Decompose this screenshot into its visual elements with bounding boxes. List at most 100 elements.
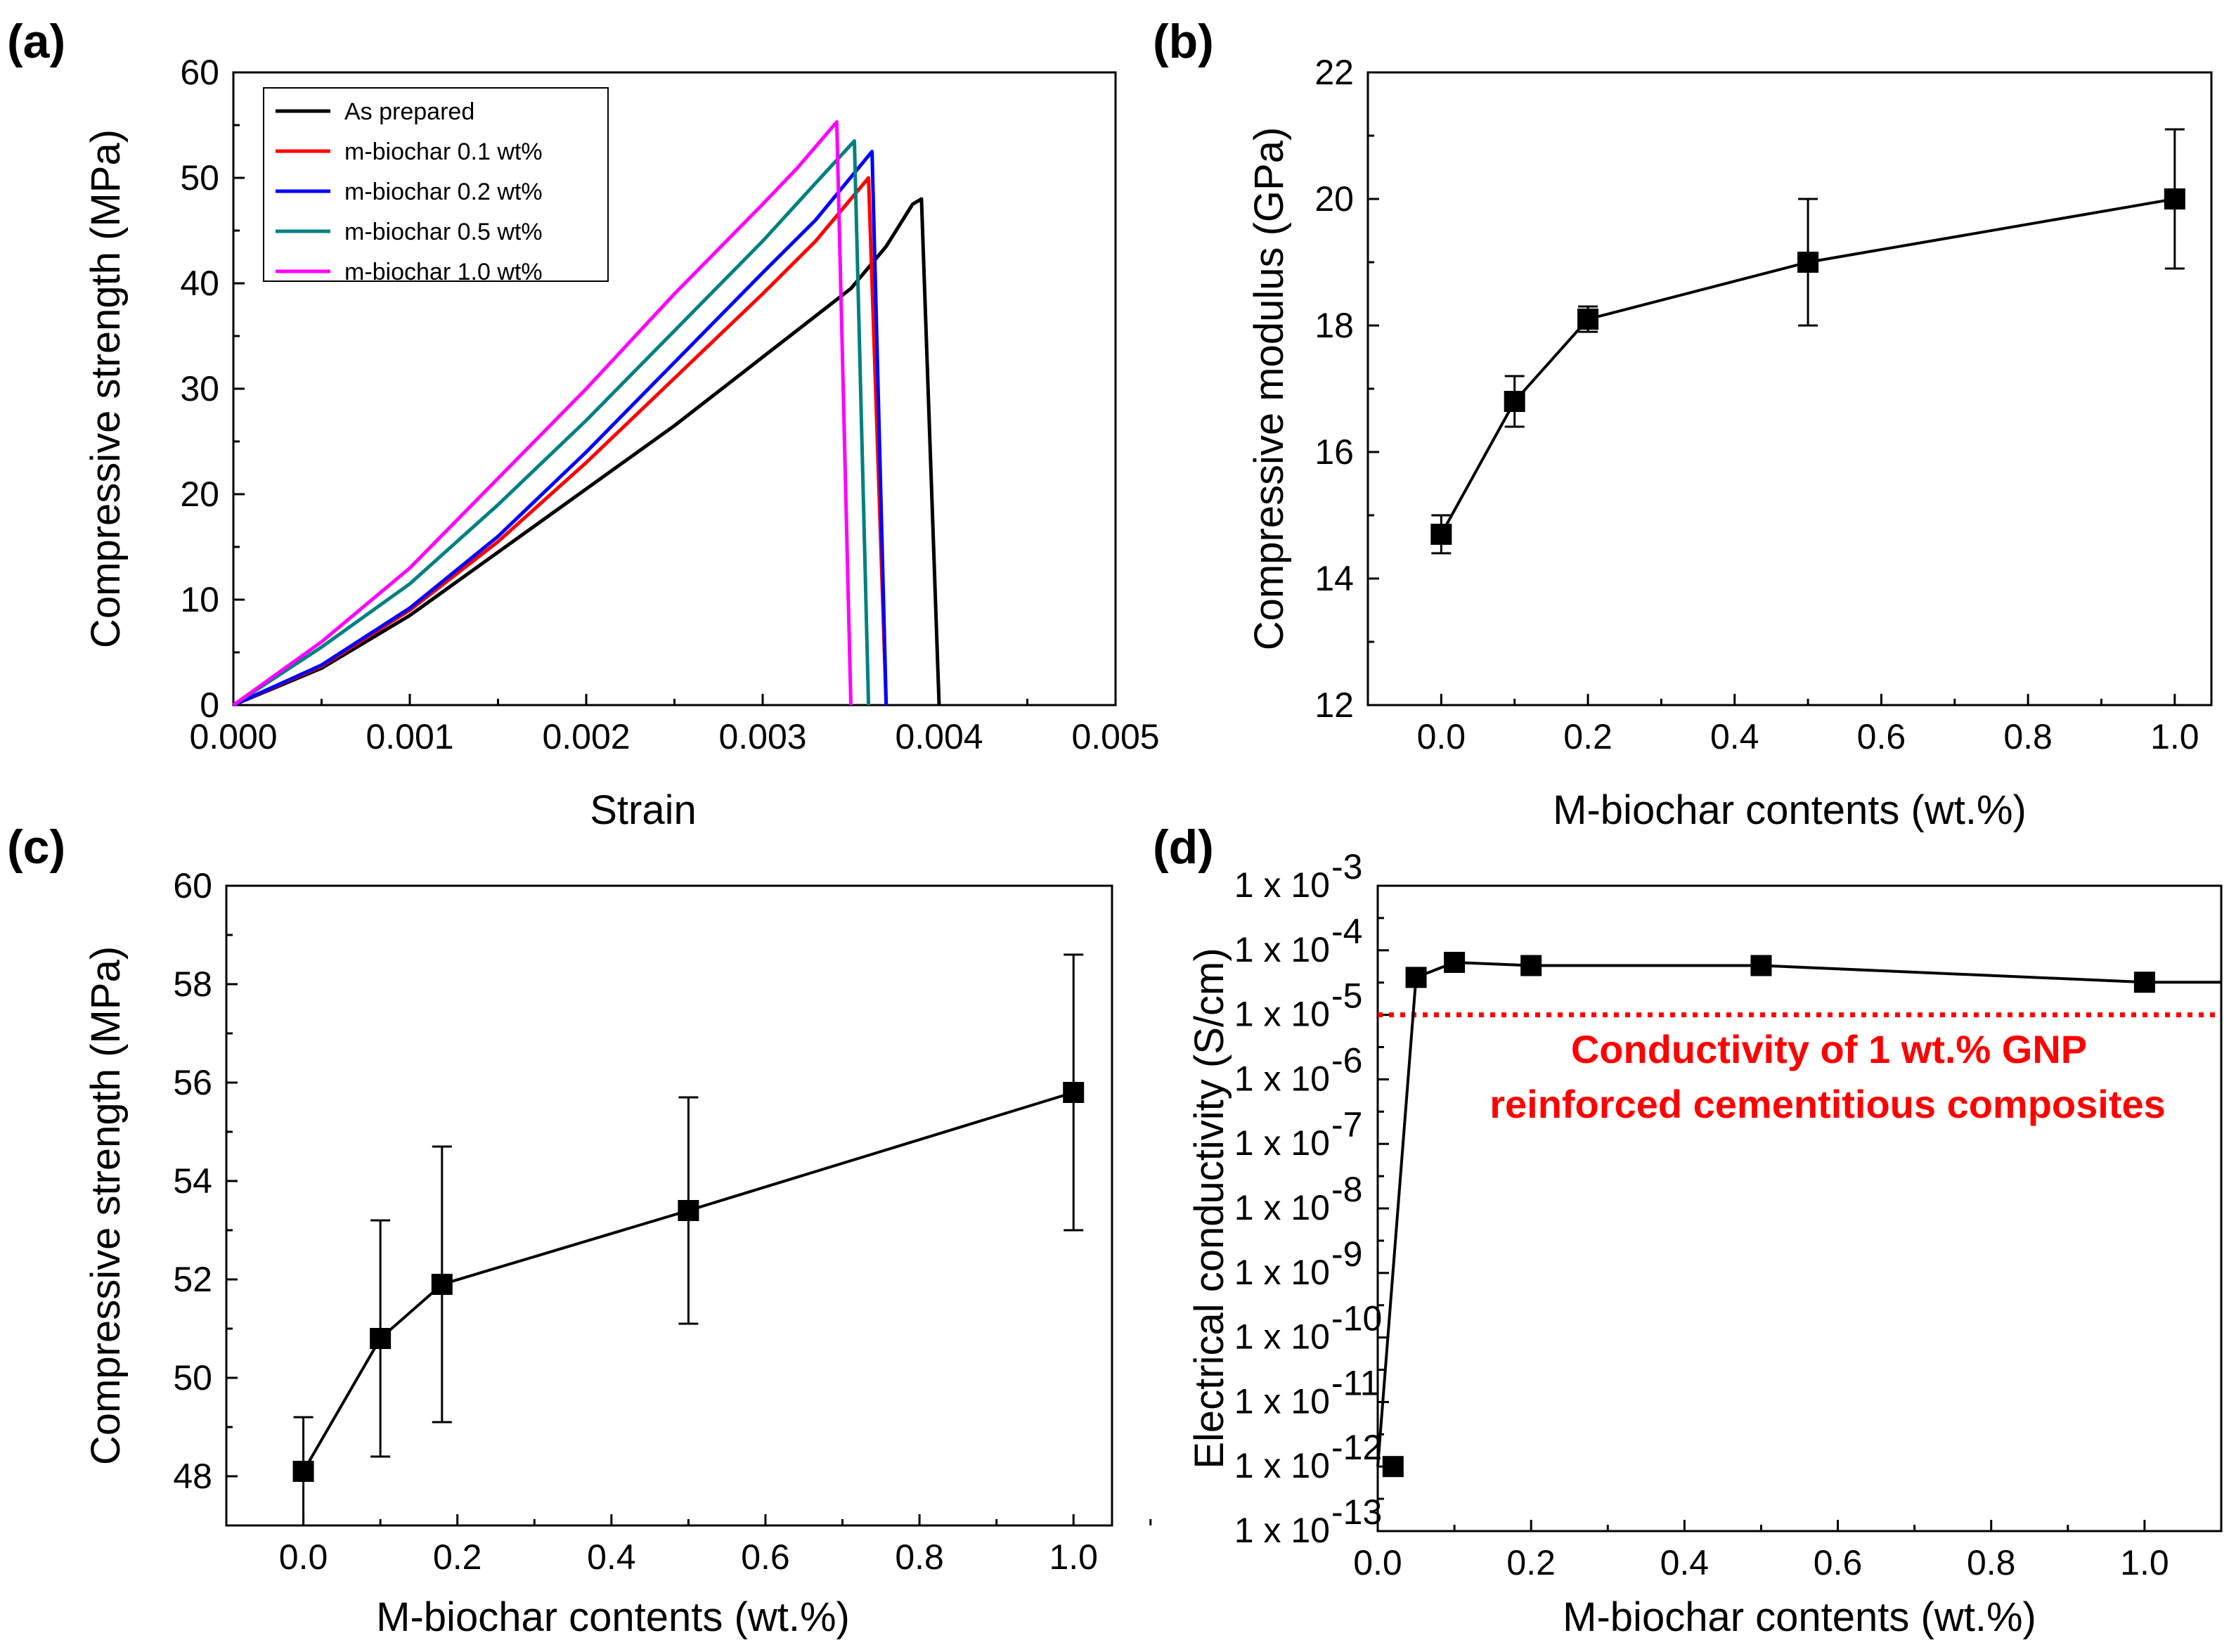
x-tick-label: 0.003 (718, 717, 806, 756)
panel-a: (a) 0.000 0.001 0.002 0.003 0.004 0.005 0 10 20 3… (7, 15, 1160, 833)
data-point (1382, 1456, 1404, 1478)
x-tick-label: 0.4 (587, 1537, 636, 1577)
y-tick-label: 18 (1314, 306, 1354, 345)
x-tick-label: 0.2 (433, 1537, 482, 1577)
legend-entry: m-biochar 0.5 wt% (344, 219, 543, 245)
y-tick-label: 14 (1314, 559, 1354, 598)
x-tick-label: 0.8 (1967, 1543, 2016, 1582)
panel-a-ticks: 0.000 0.001 0.002 0.003 0.004 0.005 0 10 20 30 40 5… (180, 53, 1159, 756)
x-tick-label: 0.005 (1071, 717, 1159, 756)
panel-a-ylabel: Compressive strength (MPa) (83, 129, 129, 648)
x-tick-label: 0.6 (741, 1537, 790, 1577)
series-line (232, 120, 853, 707)
y-tick-label: 48 (173, 1457, 212, 1496)
x-tick-label: 1.0 (2150, 717, 2199, 756)
y-tick-label: 1 x 10 (1234, 1059, 1330, 1098)
y-tick-label: 12 (1314, 685, 1354, 725)
y-tick-label: 54 (173, 1161, 212, 1201)
panel-b-ticks: 0.0 0.2 0.4 0.6 0.8 1.0 12 14 16 18 20 22 (1314, 53, 2199, 756)
x-tick-label: 0.0 (1417, 717, 1466, 756)
x-tick-label: 0.001 (366, 717, 453, 756)
y-tick-exponent: -6 (1331, 1040, 1362, 1080)
data-point (1444, 951, 1466, 973)
x-tick-label: 0.2 (1506, 1543, 1556, 1582)
y-tick-label: 1 x 10 (1234, 1123, 1330, 1163)
x-tick-label: 0.0 (1353, 1543, 1402, 1582)
y-tick-label: 16 (1314, 432, 1354, 472)
y-tick-label: 1 x 10 (1234, 865, 1330, 905)
panel-d-label: (d) (1153, 820, 1214, 874)
data-point (431, 1274, 453, 1295)
y-tick-label: 1 x 10 (1234, 1188, 1330, 1227)
y-tick-exponent: -4 (1331, 912, 1362, 951)
data-point (1797, 252, 1819, 273)
panel-c-plot-frame (225, 884, 1113, 1527)
y-tick-label: 20 (180, 475, 219, 514)
panel-b-marks (1430, 128, 2185, 555)
data-point (1063, 1082, 1085, 1103)
data-point (1520, 955, 1542, 976)
y-tick-label: 40 (180, 264, 219, 303)
legend-entry: m-biochar 0.2 wt% (344, 179, 543, 205)
panel-c-marks (292, 953, 1085, 1527)
y-tick-label: 1 x 10 (1234, 930, 1330, 969)
panel-c-ticks: 0.0 0.2 0.4 0.6 0.8 1.0 48 50 52 54 56 58 60 (173, 866, 1152, 1577)
y-tick-label: 22 (1314, 53, 1354, 92)
x-tick-label: 0.2 (1563, 717, 1613, 756)
legend-entry: m-biochar 0.1 wt% (344, 138, 543, 165)
panel-b-label: (b) (1153, 15, 1214, 68)
legend-entry: m-biochar 1.0 wt% (344, 259, 543, 285)
panel-b-xlabel: M-biochar contents (wt.%) (1553, 787, 2027, 833)
y-tick-label: 1 x 10 (1234, 1253, 1330, 1292)
y-tick-exponent: -8 (1331, 1170, 1362, 1209)
y-tick-label: 1 x 10 (1234, 995, 1330, 1034)
y-tick-exponent: -13 (1331, 1492, 1382, 1532)
legend-entry: As prepared (344, 98, 474, 125)
y-tick-label: 30 (180, 369, 219, 408)
data-point (2164, 188, 2185, 209)
panel-d-marks (1376, 951, 2221, 1478)
annotation-line-2: reinforced cementitious composites (1489, 1082, 2166, 1126)
data-point (370, 1328, 392, 1349)
panel-b-plot-frame (1366, 71, 2213, 706)
y-tick-label: 1 x 10 (1234, 1317, 1330, 1357)
panel-a-label: (a) (7, 15, 65, 68)
y-tick-label: 1 x 10 (1234, 1511, 1330, 1550)
x-tick-label: 0.4 (1710, 717, 1759, 756)
panel-d-ylabel: Electrical conductivity (S/cm) (1187, 948, 1232, 1469)
y-tick-label: 58 (173, 964, 212, 1004)
annotation-line-1: Conductivity of 1 wt.% GNP (1571, 1027, 2087, 1071)
y-tick-exponent: -12 (1331, 1428, 1382, 1467)
y-tick-label: 60 (180, 53, 219, 92)
y-tick-label: 20 (1314, 179, 1354, 219)
panel-c: (c) 0.0 0.2 0.4 0.6 0.8 1.0 48 50 52 54 56 58 60 M-b… (7, 820, 1152, 1640)
x-tick-label: 0.000 (189, 717, 277, 756)
y-tick-label: 50 (180, 158, 219, 198)
panel-b: (b) 0.0 0.2 0.4 0.6 0.8 1.0 12 14 16 18 20 22 M-bio… (1153, 15, 2213, 833)
data-point (2133, 972, 2155, 993)
y-tick-label: 1 x 10 (1234, 1446, 1330, 1485)
series-line (232, 139, 871, 707)
x-tick-label: 0.4 (1660, 1543, 1710, 1582)
x-tick-label: 0.6 (1814, 1543, 1863, 1582)
panel-a-legend: As prepared m-biochar 0.1 wt% m-biochar 0.… (263, 87, 609, 285)
y-tick-exponent: -3 (1331, 847, 1362, 886)
panel-d-ticks: 0.0 0.2 0.4 0.6 0.8 1.01 x 10 -31 x 10 -41 x 10… (1234, 847, 2223, 1582)
data-point (1577, 309, 1599, 330)
x-tick-label: 0.8 (895, 1537, 944, 1577)
y-tick-label: 50 (173, 1358, 212, 1398)
legend-box (263, 87, 609, 282)
x-tick-label: 1.0 (1049, 1537, 1098, 1577)
y-tick-label: 60 (173, 866, 212, 905)
series-line (233, 197, 941, 707)
x-tick-label: 0.8 (2003, 717, 2053, 756)
y-tick-exponent: -11 (1331, 1363, 1380, 1402)
x-tick-label: 0.004 (895, 717, 983, 756)
panel-a-lines (232, 120, 941, 707)
panel-d: (d) 0.0 0.2 0.4 0.6 0.8 1.01 x 10 -31 x 10 -41 … (1153, 820, 2223, 1640)
x-tick-label: 0.0 (279, 1537, 328, 1577)
panel-c-ylabel: Compressive strength (MPa) (83, 946, 129, 1465)
panel-a-xlabel: Strain (590, 787, 697, 833)
x-tick-label: 1.0 (2120, 1543, 2169, 1582)
